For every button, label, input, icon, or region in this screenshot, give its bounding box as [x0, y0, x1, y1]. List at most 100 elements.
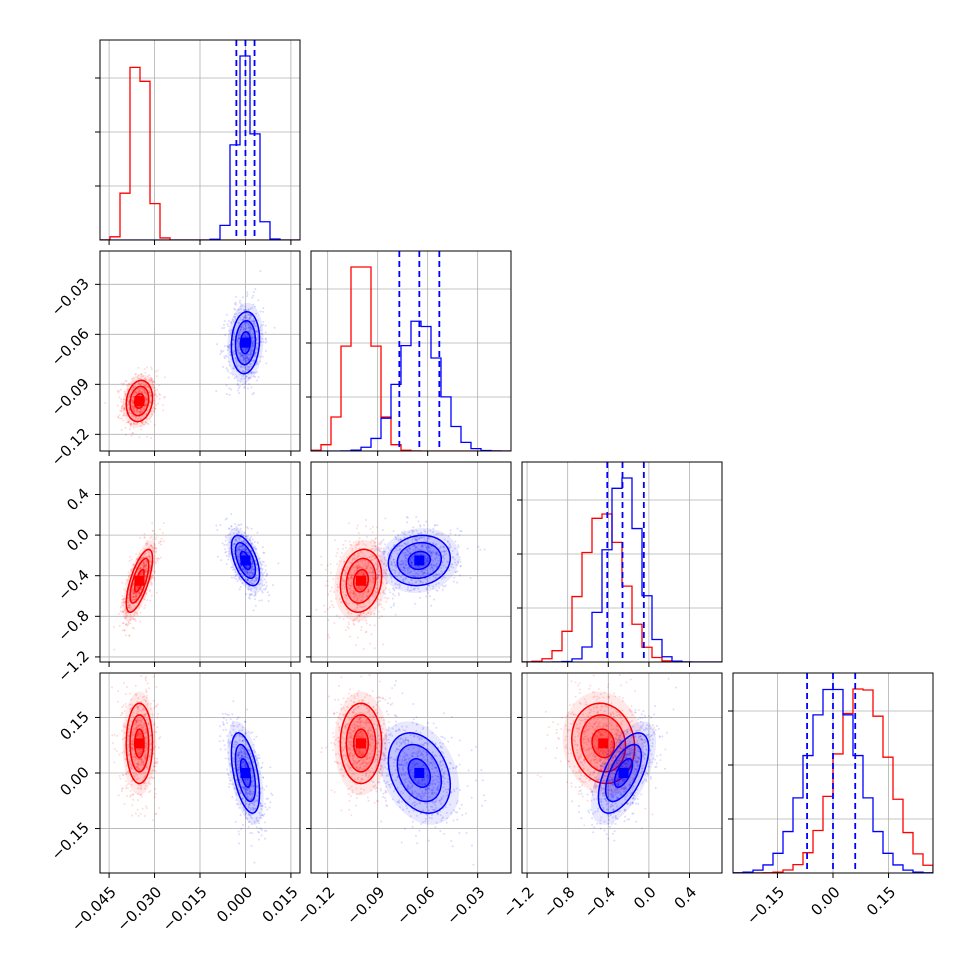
sample-point [249, 574, 252, 577]
sample-point [143, 385, 146, 388]
sample-point [133, 604, 136, 607]
sample-point [245, 327, 248, 330]
sample-point [353, 623, 356, 626]
sample-point [149, 578, 152, 581]
sample-point [145, 398, 148, 401]
sample-point [128, 395, 131, 398]
sample-point [260, 332, 263, 335]
sample-point [230, 525, 233, 528]
sample-point [132, 595, 135, 598]
sample-point [119, 606, 122, 609]
sample-point [133, 618, 136, 621]
sample-point [149, 565, 152, 568]
sample-point [384, 592, 387, 595]
sample-point [372, 539, 375, 542]
sample-point [154, 407, 157, 410]
sample-point [126, 782, 129, 785]
sample-point [239, 328, 242, 331]
sample-point [148, 405, 151, 408]
sample-point [139, 411, 142, 414]
sample-point [128, 408, 131, 411]
sample-point [137, 606, 140, 609]
sample-point [245, 571, 248, 574]
sample-point [240, 540, 243, 543]
sample-point [365, 622, 368, 625]
sample-point [128, 420, 131, 423]
sample-point [113, 748, 116, 751]
sample-point [238, 343, 241, 346]
sample-point [236, 340, 239, 343]
sample-point [242, 316, 245, 319]
sample-point [124, 392, 127, 395]
sample-point [162, 540, 165, 543]
sample-point [231, 343, 234, 346]
sample-point [242, 547, 245, 550]
sample-point [122, 412, 125, 415]
sample-point [131, 400, 134, 403]
sample-point [237, 545, 240, 548]
sample-point [225, 393, 228, 396]
sample-point [353, 558, 356, 561]
sample-point [135, 585, 138, 588]
sample-point [457, 544, 460, 547]
sample-point [249, 575, 252, 578]
sample-point [145, 559, 148, 562]
sample-point [242, 374, 245, 377]
sample-point [230, 536, 233, 539]
histogram-series-0 [311, 266, 511, 451]
sample-point [122, 610, 125, 613]
sample-point [230, 388, 233, 391]
sample-point [123, 406, 126, 409]
sample-point [156, 369, 159, 372]
sample-point [357, 614, 360, 617]
sample-point [144, 564, 147, 567]
sample-point [119, 610, 122, 613]
sample-point [123, 597, 126, 600]
sample-point [227, 555, 230, 558]
sample-point [139, 620, 142, 623]
sample-point [250, 320, 253, 323]
sample-point [228, 346, 231, 349]
sample-point [459, 564, 462, 567]
sample-point [142, 389, 145, 392]
sample-point [141, 563, 144, 566]
sample-point [120, 429, 123, 432]
sample-point [133, 598, 136, 601]
sample-point [137, 814, 140, 817]
sample-point [383, 596, 386, 599]
sample-point [329, 571, 332, 574]
sample-point [215, 524, 218, 527]
sample-point [143, 565, 146, 568]
sample-point [257, 342, 260, 345]
sample-point [132, 401, 135, 404]
sample-point [252, 339, 255, 342]
sample-point [128, 556, 131, 559]
sample-point [142, 562, 145, 565]
sample-point [127, 421, 130, 424]
sample-point [224, 535, 227, 538]
sample-point [248, 326, 251, 329]
sample-point [152, 707, 155, 710]
sample-point [365, 567, 368, 570]
sample-point [249, 363, 252, 366]
sample-point [142, 381, 145, 384]
sample-point [136, 422, 139, 425]
sample-point [144, 568, 147, 571]
sample-point [234, 575, 237, 578]
sample-point [236, 549, 239, 552]
sample-point [141, 561, 144, 564]
sample-point [456, 570, 459, 573]
sample-point [130, 405, 133, 408]
sample-point [256, 330, 259, 333]
sample-point [244, 366, 247, 369]
sample-point [251, 560, 254, 563]
sample-point [237, 344, 240, 347]
sample-point [226, 349, 229, 352]
sample-point [237, 309, 240, 312]
sample-point [252, 546, 255, 549]
sample-point [143, 564, 146, 567]
y-tick-label: −0.4 [54, 566, 92, 604]
sample-point [344, 593, 347, 596]
sample-point [129, 603, 132, 606]
sample-point [234, 571, 237, 574]
